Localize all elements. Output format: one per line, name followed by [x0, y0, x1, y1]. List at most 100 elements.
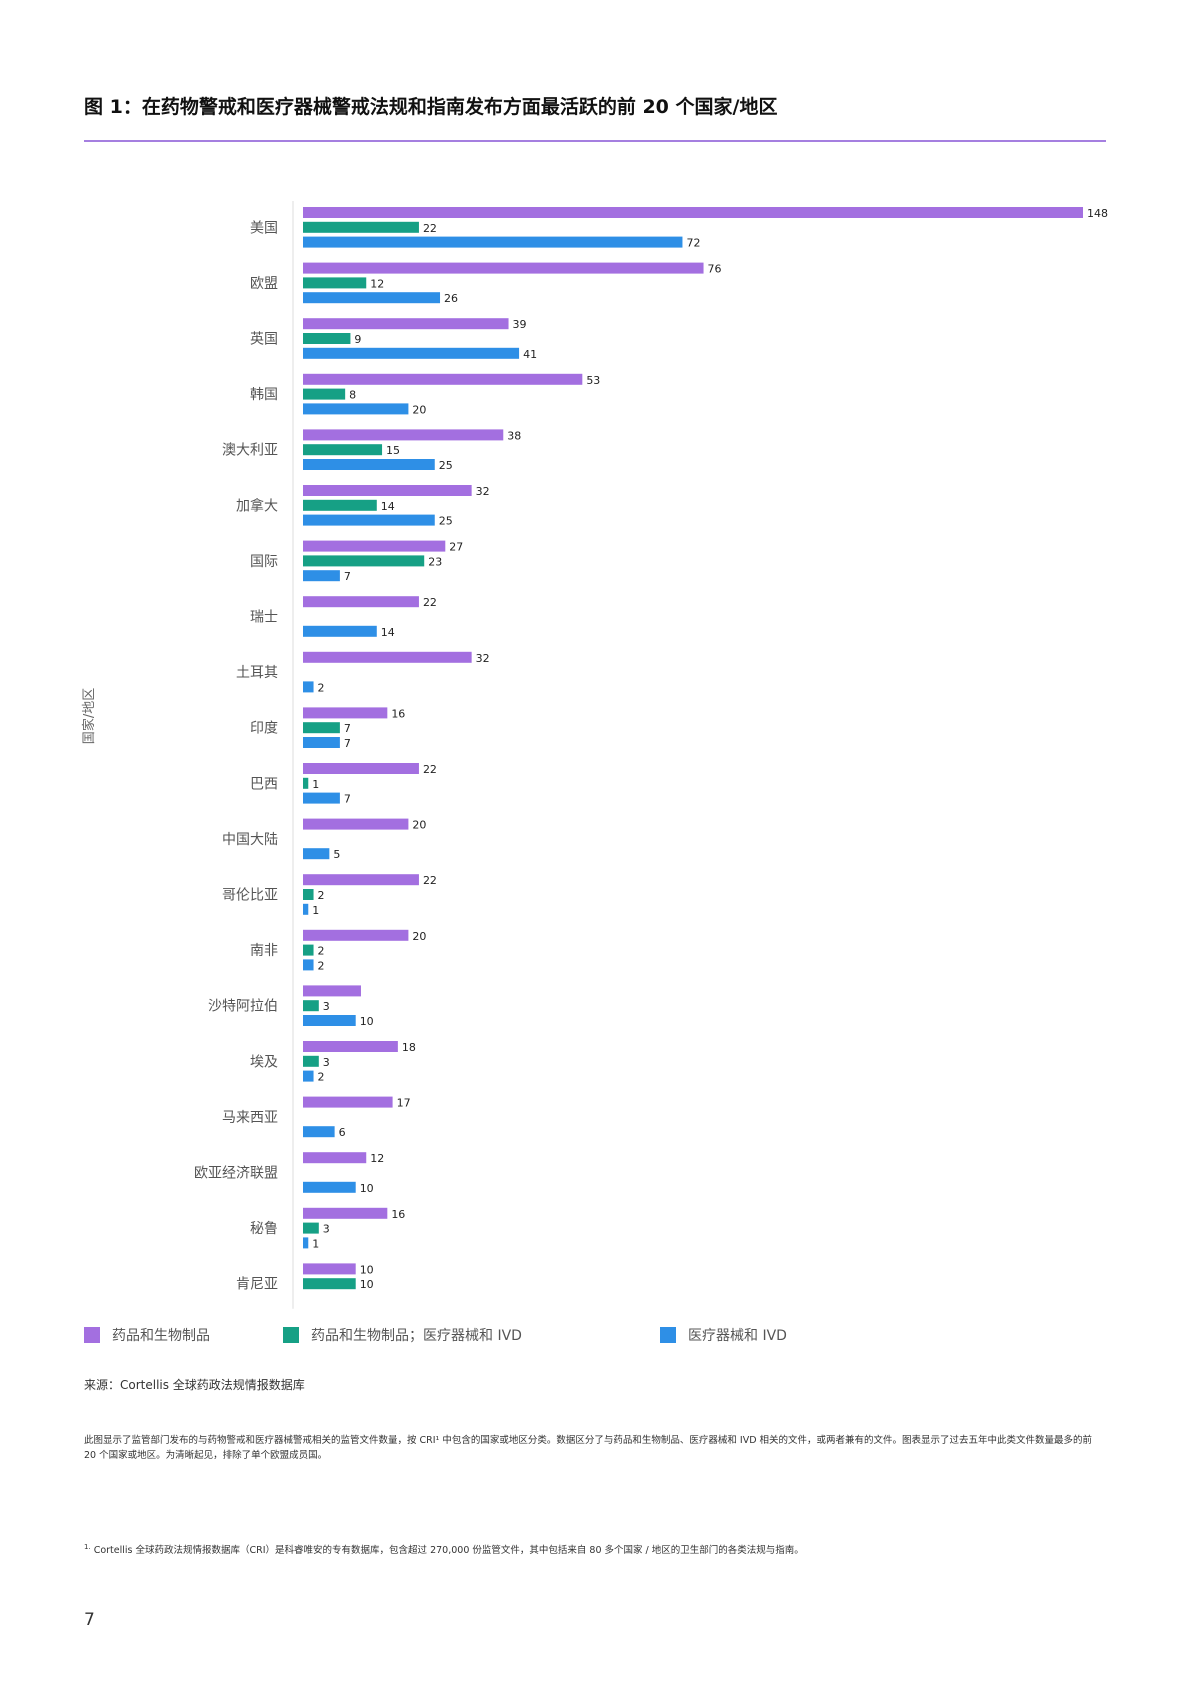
bar-devices [303, 681, 314, 693]
data-label-drugs: 27 [449, 541, 463, 554]
data-label-devices: 10 [360, 1015, 374, 1028]
data-label-combined: 14 [381, 500, 395, 513]
bar-combined [303, 444, 383, 456]
category-label: 中国大陆 [222, 832, 278, 848]
data-label-devices: 1 [312, 1237, 319, 1250]
category-label: 国际 [250, 554, 278, 570]
data-label-devices: 5 [333, 848, 340, 861]
horizontal-bar-chart: 国家/地区美国1482272欧盟761226英国39941韩国53820澳大利亚… [81, 201, 1108, 1309]
category-label: 瑞士 [250, 610, 278, 626]
category-label: 埃及 [250, 1054, 278, 1070]
data-label-devices: 10 [360, 1182, 374, 1195]
bar-combined [303, 388, 346, 400]
data-label-drugs: 10 [360, 1263, 374, 1276]
legend-label-devices: 医疗器械和 IVD [688, 1328, 787, 1344]
bar-combined [303, 555, 425, 567]
bar-drugs [303, 874, 419, 886]
category-label: 欧亚经济联盟 [194, 1166, 278, 1182]
data-label-devices: 41 [523, 348, 537, 361]
bar-devices [303, 1181, 356, 1193]
data-label-drugs: 12 [370, 1152, 384, 1165]
bar-drugs [303, 1041, 398, 1052]
bar-drugs [303, 262, 704, 274]
category-label: 哥伦比亚 [222, 888, 278, 904]
bar-combined [303, 499, 377, 511]
data-label-devices: 7 [344, 570, 351, 583]
data-label-combined: 7 [344, 722, 351, 735]
bar-drugs [303, 1096, 393, 1108]
data-label-drugs: 32 [476, 652, 490, 665]
figure-description: 此图显示了监管部门发布的与药物警戒和医疗器械警戒相关的监管文件数量，按 CRI¹… [84, 1435, 1093, 1461]
data-label-devices: 14 [381, 626, 395, 639]
category-label: 印度 [250, 721, 278, 737]
data-label-drugs: 20 [412, 819, 426, 832]
bar-drugs [303, 763, 419, 774]
bar-combined [303, 1000, 319, 1012]
source-note: 来源：Cortellis 全球药政法规情报数据库 [84, 1378, 305, 1392]
data-label-drugs: 38 [507, 429, 521, 442]
data-label-combined: 15 [386, 444, 400, 457]
bar-devices [303, 1015, 356, 1026]
bar-combined [303, 333, 351, 344]
data-label-devices: 72 [686, 237, 700, 250]
data-label-devices: 2 [318, 681, 325, 694]
bar-drugs [303, 1207, 388, 1219]
data-label-devices: 26 [444, 292, 458, 305]
category-label: 英国 [250, 331, 278, 348]
bar-devices [303, 1126, 335, 1138]
data-label-devices: 25 [439, 459, 453, 472]
legend-swatch-drugs [84, 1327, 100, 1343]
bar-combined [303, 944, 314, 956]
category-label: 秘鲁 [250, 1221, 278, 1237]
legend-swatch-devices [660, 1327, 676, 1343]
bar-devices [303, 347, 520, 359]
data-label-combined: 3 [323, 1223, 330, 1236]
y-axis-title: 国家/地区 [81, 688, 97, 744]
bar-drugs [303, 596, 419, 608]
category-label: 土耳其 [236, 665, 278, 681]
category-label: 巴西 [250, 776, 278, 792]
legend-item-devices: 医疗器械和 IVD [660, 1325, 787, 1345]
category-label: 南非 [250, 943, 278, 959]
bar-combined [303, 1055, 319, 1067]
bar-devices [303, 737, 340, 748]
bar-drugs [303, 318, 509, 330]
bar-combined [303, 777, 309, 789]
data-label-drugs: 53 [586, 374, 600, 387]
bar-drugs [303, 540, 446, 552]
data-label-drugs: 16 [391, 1208, 405, 1221]
figure-title: 图 1：在药物警戒和医疗器械警戒法规和指南发布方面最活跃的前 20 个国家/地区 [84, 96, 778, 118]
data-label-devices: 1 [312, 904, 319, 917]
legend-swatch-combined [283, 1327, 299, 1343]
title-divider [84, 140, 1106, 142]
bar-drugs [303, 818, 409, 830]
data-label-drugs: 32 [476, 485, 490, 498]
bar-combined [303, 277, 367, 289]
bar-devices [303, 903, 309, 915]
data-label-combined: 8 [349, 389, 356, 402]
bar-drugs [303, 207, 1083, 218]
bar-devices [303, 1070, 314, 1082]
bar-devices [303, 959, 314, 971]
bar-drugs [303, 485, 472, 496]
data-label-combined: 2 [318, 945, 325, 958]
category-label: 澳大利亚 [222, 443, 278, 459]
bar-devices [303, 848, 330, 860]
data-label-combined: 12 [370, 277, 384, 290]
data-label-combined: 23 [428, 555, 442, 568]
category-label: 沙特阿拉伯 [208, 999, 278, 1015]
bar-devices [303, 625, 377, 637]
bar-drugs [303, 429, 504, 441]
bar-drugs [303, 1263, 356, 1275]
bar-combined [303, 1278, 356, 1290]
data-label-devices: 25 [439, 515, 453, 528]
bar-devices [303, 792, 340, 804]
category-label: 马来西亚 [222, 1110, 278, 1126]
data-label-drugs: 22 [423, 874, 437, 887]
bar-devices [303, 570, 340, 582]
data-label-drugs: 20 [412, 930, 426, 943]
footnote-marker: 1. [84, 1542, 91, 1551]
bar-devices [303, 236, 683, 248]
category-label: 加拿大 [236, 497, 278, 514]
bar-devices [303, 459, 435, 470]
